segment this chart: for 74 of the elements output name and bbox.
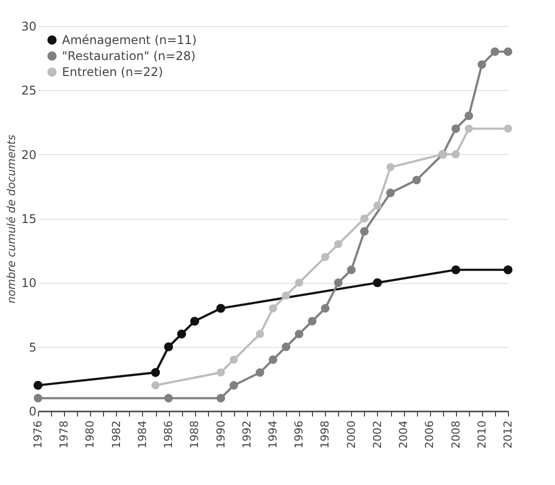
x-tick-label: 1982 bbox=[110, 420, 123, 448]
x-tick-label: 2006 bbox=[423, 420, 436, 448]
y-tick-label: 20 bbox=[21, 148, 36, 162]
x-tick-label: 1994 bbox=[266, 420, 280, 448]
point bbox=[34, 394, 42, 402]
point bbox=[386, 163, 395, 172]
point bbox=[164, 342, 174, 352]
point bbox=[151, 381, 160, 390]
legend-label: "Restauration" (n=28) bbox=[62, 49, 196, 63]
y-tick-label: 5 bbox=[28, 340, 36, 354]
point bbox=[256, 368, 264, 377]
point bbox=[490, 47, 500, 56]
point bbox=[34, 380, 42, 390]
point bbox=[230, 381, 238, 390]
point bbox=[334, 278, 343, 287]
x-tick-label: 1996 bbox=[292, 420, 306, 448]
point bbox=[464, 124, 473, 133]
x-tick-label: 1998 bbox=[318, 420, 332, 448]
y-tick-label: 0 bbox=[28, 404, 36, 418]
point bbox=[452, 124, 460, 133]
point bbox=[268, 304, 278, 312]
x-tick-label: 1980 bbox=[84, 420, 97, 448]
point bbox=[478, 60, 486, 69]
x-tick-label: 1984 bbox=[136, 420, 149, 448]
point bbox=[216, 368, 225, 377]
point bbox=[464, 112, 474, 120]
point bbox=[282, 291, 290, 300]
point bbox=[386, 188, 395, 198]
y-tick-label: 15 bbox=[21, 212, 36, 226]
x-tick-label: 2000 bbox=[344, 420, 358, 448]
x-tick-label: 2010 bbox=[475, 420, 488, 448]
point bbox=[373, 202, 382, 210]
point bbox=[268, 355, 278, 364]
point bbox=[321, 252, 330, 262]
point bbox=[452, 150, 460, 158]
point bbox=[372, 278, 382, 288]
point bbox=[177, 330, 186, 338]
x-tick-label: 1992 bbox=[240, 420, 254, 448]
point bbox=[282, 342, 290, 352]
point bbox=[360, 227, 369, 236]
point bbox=[151, 368, 160, 377]
point bbox=[451, 265, 460, 274]
x-tick-label: 2002 bbox=[370, 420, 384, 448]
point bbox=[504, 124, 512, 133]
point bbox=[308, 316, 316, 326]
x-tick-label: 1976 bbox=[32, 420, 44, 448]
x-tick-label: 2012 bbox=[502, 420, 514, 448]
point bbox=[256, 330, 264, 338]
x-tick-label: 2008 bbox=[449, 420, 462, 448]
point bbox=[504, 47, 512, 56]
point bbox=[334, 240, 342, 248]
point bbox=[412, 176, 421, 184]
point bbox=[360, 214, 368, 223]
legend-label: Aménagement (n=11) bbox=[62, 33, 197, 47]
legend-label: Entretien (n=22) bbox=[62, 65, 164, 79]
point bbox=[504, 265, 512, 274]
point bbox=[164, 394, 173, 402]
x-tick-label: 2004 bbox=[397, 420, 410, 448]
y-tick-label: 30 bbox=[21, 20, 36, 34]
y-tick-label: 10 bbox=[21, 276, 36, 290]
point bbox=[216, 304, 226, 313]
point bbox=[295, 278, 304, 287]
point bbox=[230, 356, 238, 364]
x-tick-label: 1978 bbox=[58, 420, 71, 448]
point bbox=[347, 266, 356, 274]
x-tick-label: 1986 bbox=[162, 420, 176, 448]
y-tick-label: 25 bbox=[21, 84, 36, 98]
point bbox=[190, 316, 200, 326]
x-tick-label: 1988 bbox=[188, 420, 202, 448]
x-tick-label: 1990 bbox=[214, 420, 228, 448]
point bbox=[216, 394, 226, 402]
y-axis-title: nombre cumulé de documents bbox=[5, 134, 18, 304]
point bbox=[294, 330, 304, 338]
point bbox=[320, 304, 330, 313]
